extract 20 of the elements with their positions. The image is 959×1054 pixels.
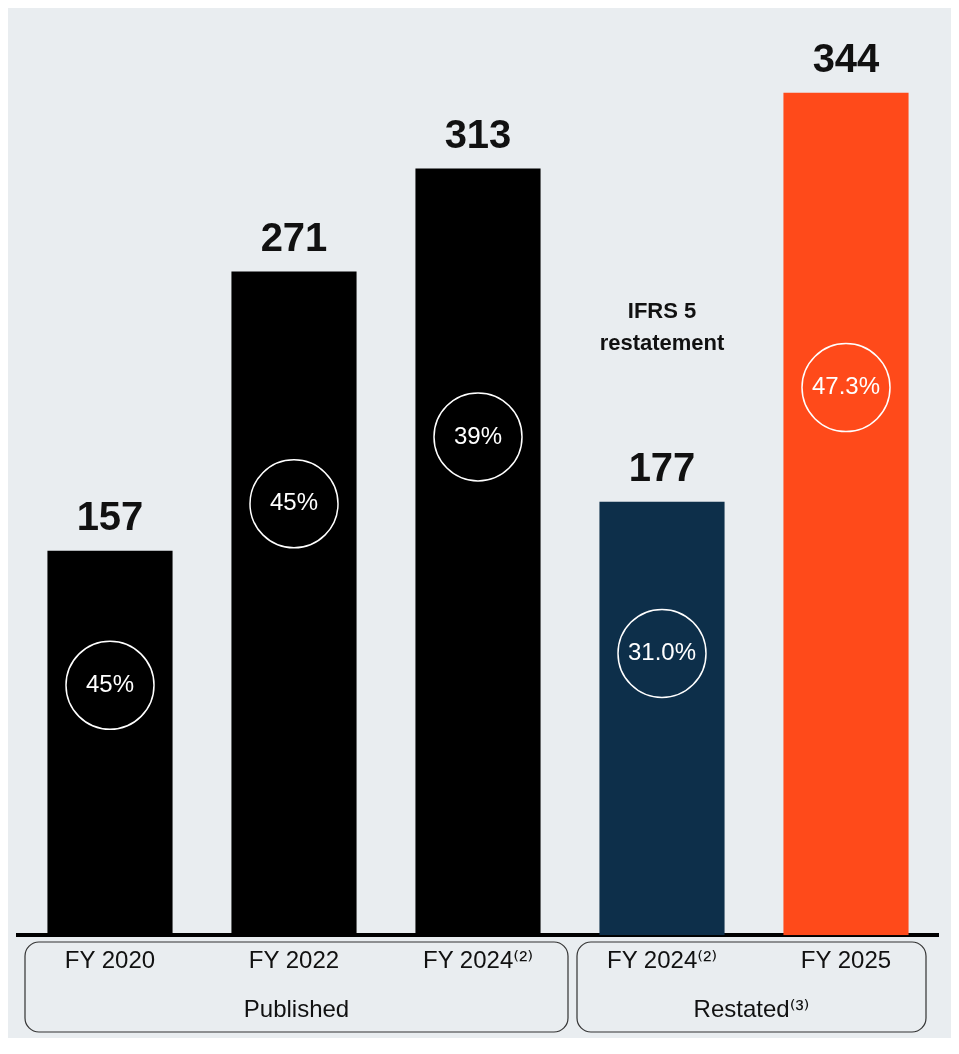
- x-tick-label: FY 2020: [64, 946, 156, 974]
- data-label: 157: [76, 493, 144, 538]
- annotation: IFRS 5 restatement: [599, 297, 726, 355]
- x-tick-label: FY 2024⁽²⁾: [606, 946, 718, 974]
- text: Published: [243, 994, 350, 1022]
- annotation: 39%: [453, 421, 503, 449]
- text: Restated⁽³⁾: [693, 994, 810, 1022]
- annotation: 45%: [269, 488, 319, 516]
- x-tick-label: FY 2022: [248, 946, 340, 974]
- bar: [783, 92, 909, 936]
- annotation: 31.0%: [627, 638, 697, 666]
- bar: [599, 501, 725, 936]
- annotation: 45%: [85, 669, 135, 697]
- data-label: 313: [444, 111, 512, 156]
- x-tick-label: FY 2025: [800, 946, 892, 974]
- data-label: 344: [812, 35, 881, 80]
- annotation: 47.3%: [811, 372, 881, 400]
- x-tick-label: FY 2024⁽²⁾: [422, 946, 534, 974]
- data-label: 271: [260, 214, 328, 259]
- data-label: 177: [628, 444, 696, 489]
